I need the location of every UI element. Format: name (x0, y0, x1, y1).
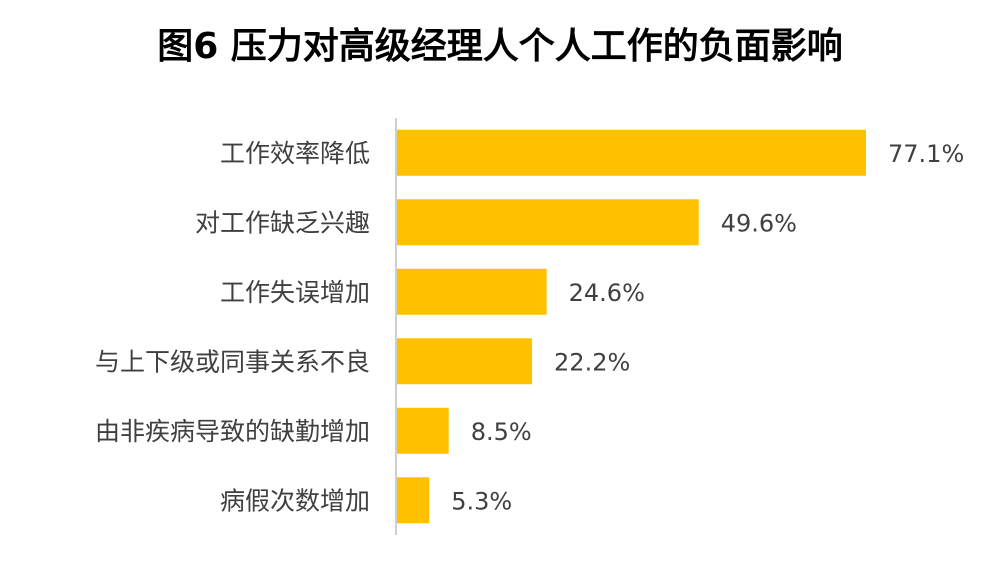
bar (397, 268, 547, 315)
bar (397, 407, 449, 454)
value-label: 49.6% (721, 209, 797, 237)
value-label: 5.3% (451, 487, 512, 515)
value-label: 22.2% (554, 348, 630, 376)
category-label: 工作效率降低 (220, 139, 370, 168)
category-label: 由非疾病导致的缺勤增加 (95, 417, 370, 446)
value-label: 8.5% (471, 418, 532, 446)
bar (397, 199, 699, 246)
bar (397, 338, 533, 385)
chart-title: 图6 压力对高级经理人个人工作的负面影响 (157, 26, 843, 67)
category-label: 病假次数增加 (220, 486, 370, 515)
bar (397, 129, 866, 176)
category-label: 对工作缺乏兴趣 (195, 208, 370, 237)
value-label: 24.6% (569, 279, 645, 307)
bar (397, 477, 430, 524)
category-label: 工作失误增加 (220, 278, 370, 307)
value-label: 77.1% (888, 140, 964, 168)
category-label: 与上下级或同事关系不良 (95, 347, 370, 376)
